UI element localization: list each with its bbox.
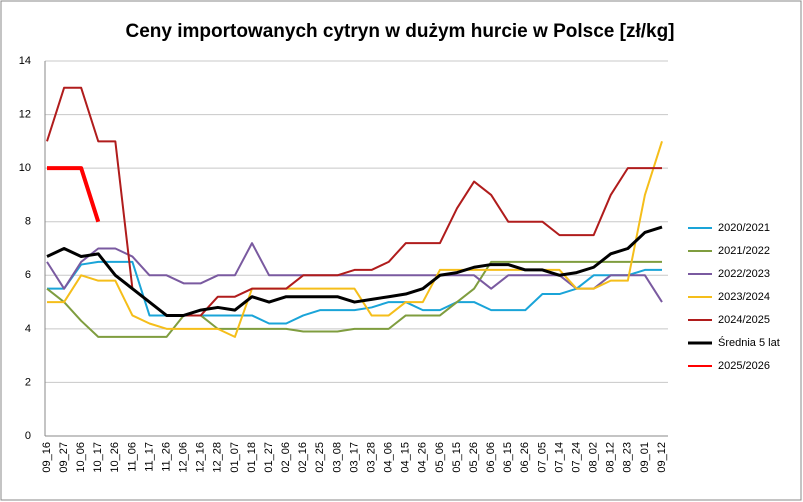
legend-label: 2025/2026 [718, 360, 770, 372]
x-tick-label: 11_26 [160, 442, 172, 472]
x-tick-label: 08_12 [605, 442, 617, 473]
x-tick-label: 06_06 [485, 442, 497, 473]
x-tick-label: 04_06 [383, 442, 395, 473]
legend-label: Średnia 5 lat [718, 336, 780, 349]
x-tick-label: 04_26 [417, 442, 429, 473]
x-tick-label: 12_16 [195, 442, 207, 473]
y-tick-label: 12 [19, 108, 31, 120]
x-tick-label: 11_06 [126, 442, 138, 472]
x-tick-label: 06_15 [502, 442, 514, 473]
x-tick-label: 03_08 [331, 442, 343, 473]
x-tick-label: 01_07 [229, 442, 241, 473]
series-line [47, 141, 663, 338]
x-tick-label: 09_12 [656, 442, 668, 473]
legend-label: 2023/2024 [718, 291, 770, 303]
x-tick-label: 05_26 [468, 442, 480, 473]
x-tick-label: 09_27 [58, 442, 70, 473]
x-tick-label: 07_24 [570, 442, 582, 473]
series-line [47, 260, 662, 325]
x-tick-label: 08_23 [622, 442, 634, 473]
x-tick-label: 02_16 [297, 442, 309, 473]
y-tick-label: 4 [25, 323, 31, 335]
x-tick-label: 09_16 [41, 442, 53, 473]
x-tick-label: 12_06 [178, 442, 190, 473]
x-tick-label: 06_26 [519, 442, 531, 473]
x-tick-label: 01_27 [263, 442, 275, 473]
legend-label: 2022/2023 [718, 268, 770, 280]
x-tick-label: 07_05 [536, 442, 548, 473]
x-tick-label: 10_06 [75, 442, 87, 473]
x-tick-label: 08_02 [588, 442, 600, 473]
y-tick-label: 8 [25, 216, 31, 228]
series-line [47, 166, 101, 223]
x-tick-label: 04_15 [400, 442, 412, 473]
x-tick-label: 07_14 [553, 442, 565, 473]
y-tick-label: 10 [19, 162, 31, 174]
x-tick-label: 03_17 [348, 442, 360, 473]
x-tick-label: 09_01 [639, 442, 651, 473]
x-tick-label: 05_06 [434, 442, 446, 473]
x-tick-label: 10_26 [109, 442, 121, 473]
series-line [46, 260, 662, 338]
x-tick-label: 10_17 [92, 442, 104, 473]
x-tick-label: 12_28 [212, 442, 224, 473]
y-tick-label: 2 [25, 376, 31, 388]
x-tick-label: 02_06 [280, 442, 292, 473]
chart-title: Ceny importowanych cytryn w dużym hurcie… [125, 21, 674, 42]
y-tick-label: 6 [25, 269, 31, 281]
legend-label: 2024/2025 [718, 314, 770, 326]
x-tick-label: 03_28 [365, 442, 377, 473]
x-tick-label: 11_17 [143, 442, 155, 472]
legend-label: 2020/2021 [718, 222, 770, 234]
series-line [46, 225, 663, 317]
y-tick-label: 0 [25, 430, 31, 442]
x-tick-label: 01_18 [246, 442, 258, 473]
x-tick-label: 05_15 [451, 442, 463, 473]
y-tick-label: 14 [19, 55, 31, 67]
legend-label: 2021/2022 [718, 245, 770, 257]
x-tick-label: 02_25 [314, 442, 326, 473]
